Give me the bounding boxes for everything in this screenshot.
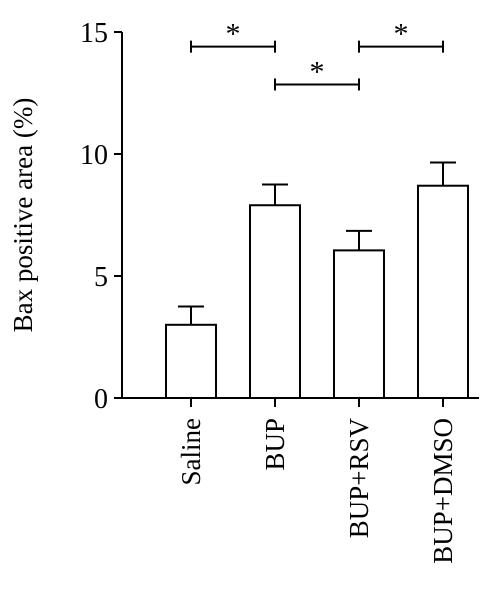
- bar: [249, 204, 301, 399]
- y-axis-title: Bax positive area (%): [8, 98, 38, 333]
- significance-label: *: [310, 55, 325, 88]
- bar: [417, 184, 469, 399]
- y-tick-label: 5: [94, 262, 108, 293]
- x-tick-label: BUP: [260, 418, 290, 471]
- error-bars: [178, 161, 456, 325]
- x-tick-label: BUP+RSV: [344, 418, 374, 539]
- bar: [165, 323, 217, 399]
- y-tick-label: 10: [80, 140, 108, 171]
- significance-label: *: [226, 18, 241, 51]
- x-tick-label: Saline: [176, 418, 206, 486]
- bars: [165, 184, 469, 399]
- x-tick-label: BUP+DMSO: [428, 418, 458, 564]
- significance-label: *: [394, 18, 409, 51]
- bar: [333, 249, 385, 399]
- significance-brackets: * * *: [190, 18, 444, 91]
- category-labels: Saline BUP BUP+RSV BUP+DMSO: [176, 418, 458, 564]
- y-tick-label: 15: [80, 18, 108, 49]
- y-tick-label: 0: [94, 384, 108, 415]
